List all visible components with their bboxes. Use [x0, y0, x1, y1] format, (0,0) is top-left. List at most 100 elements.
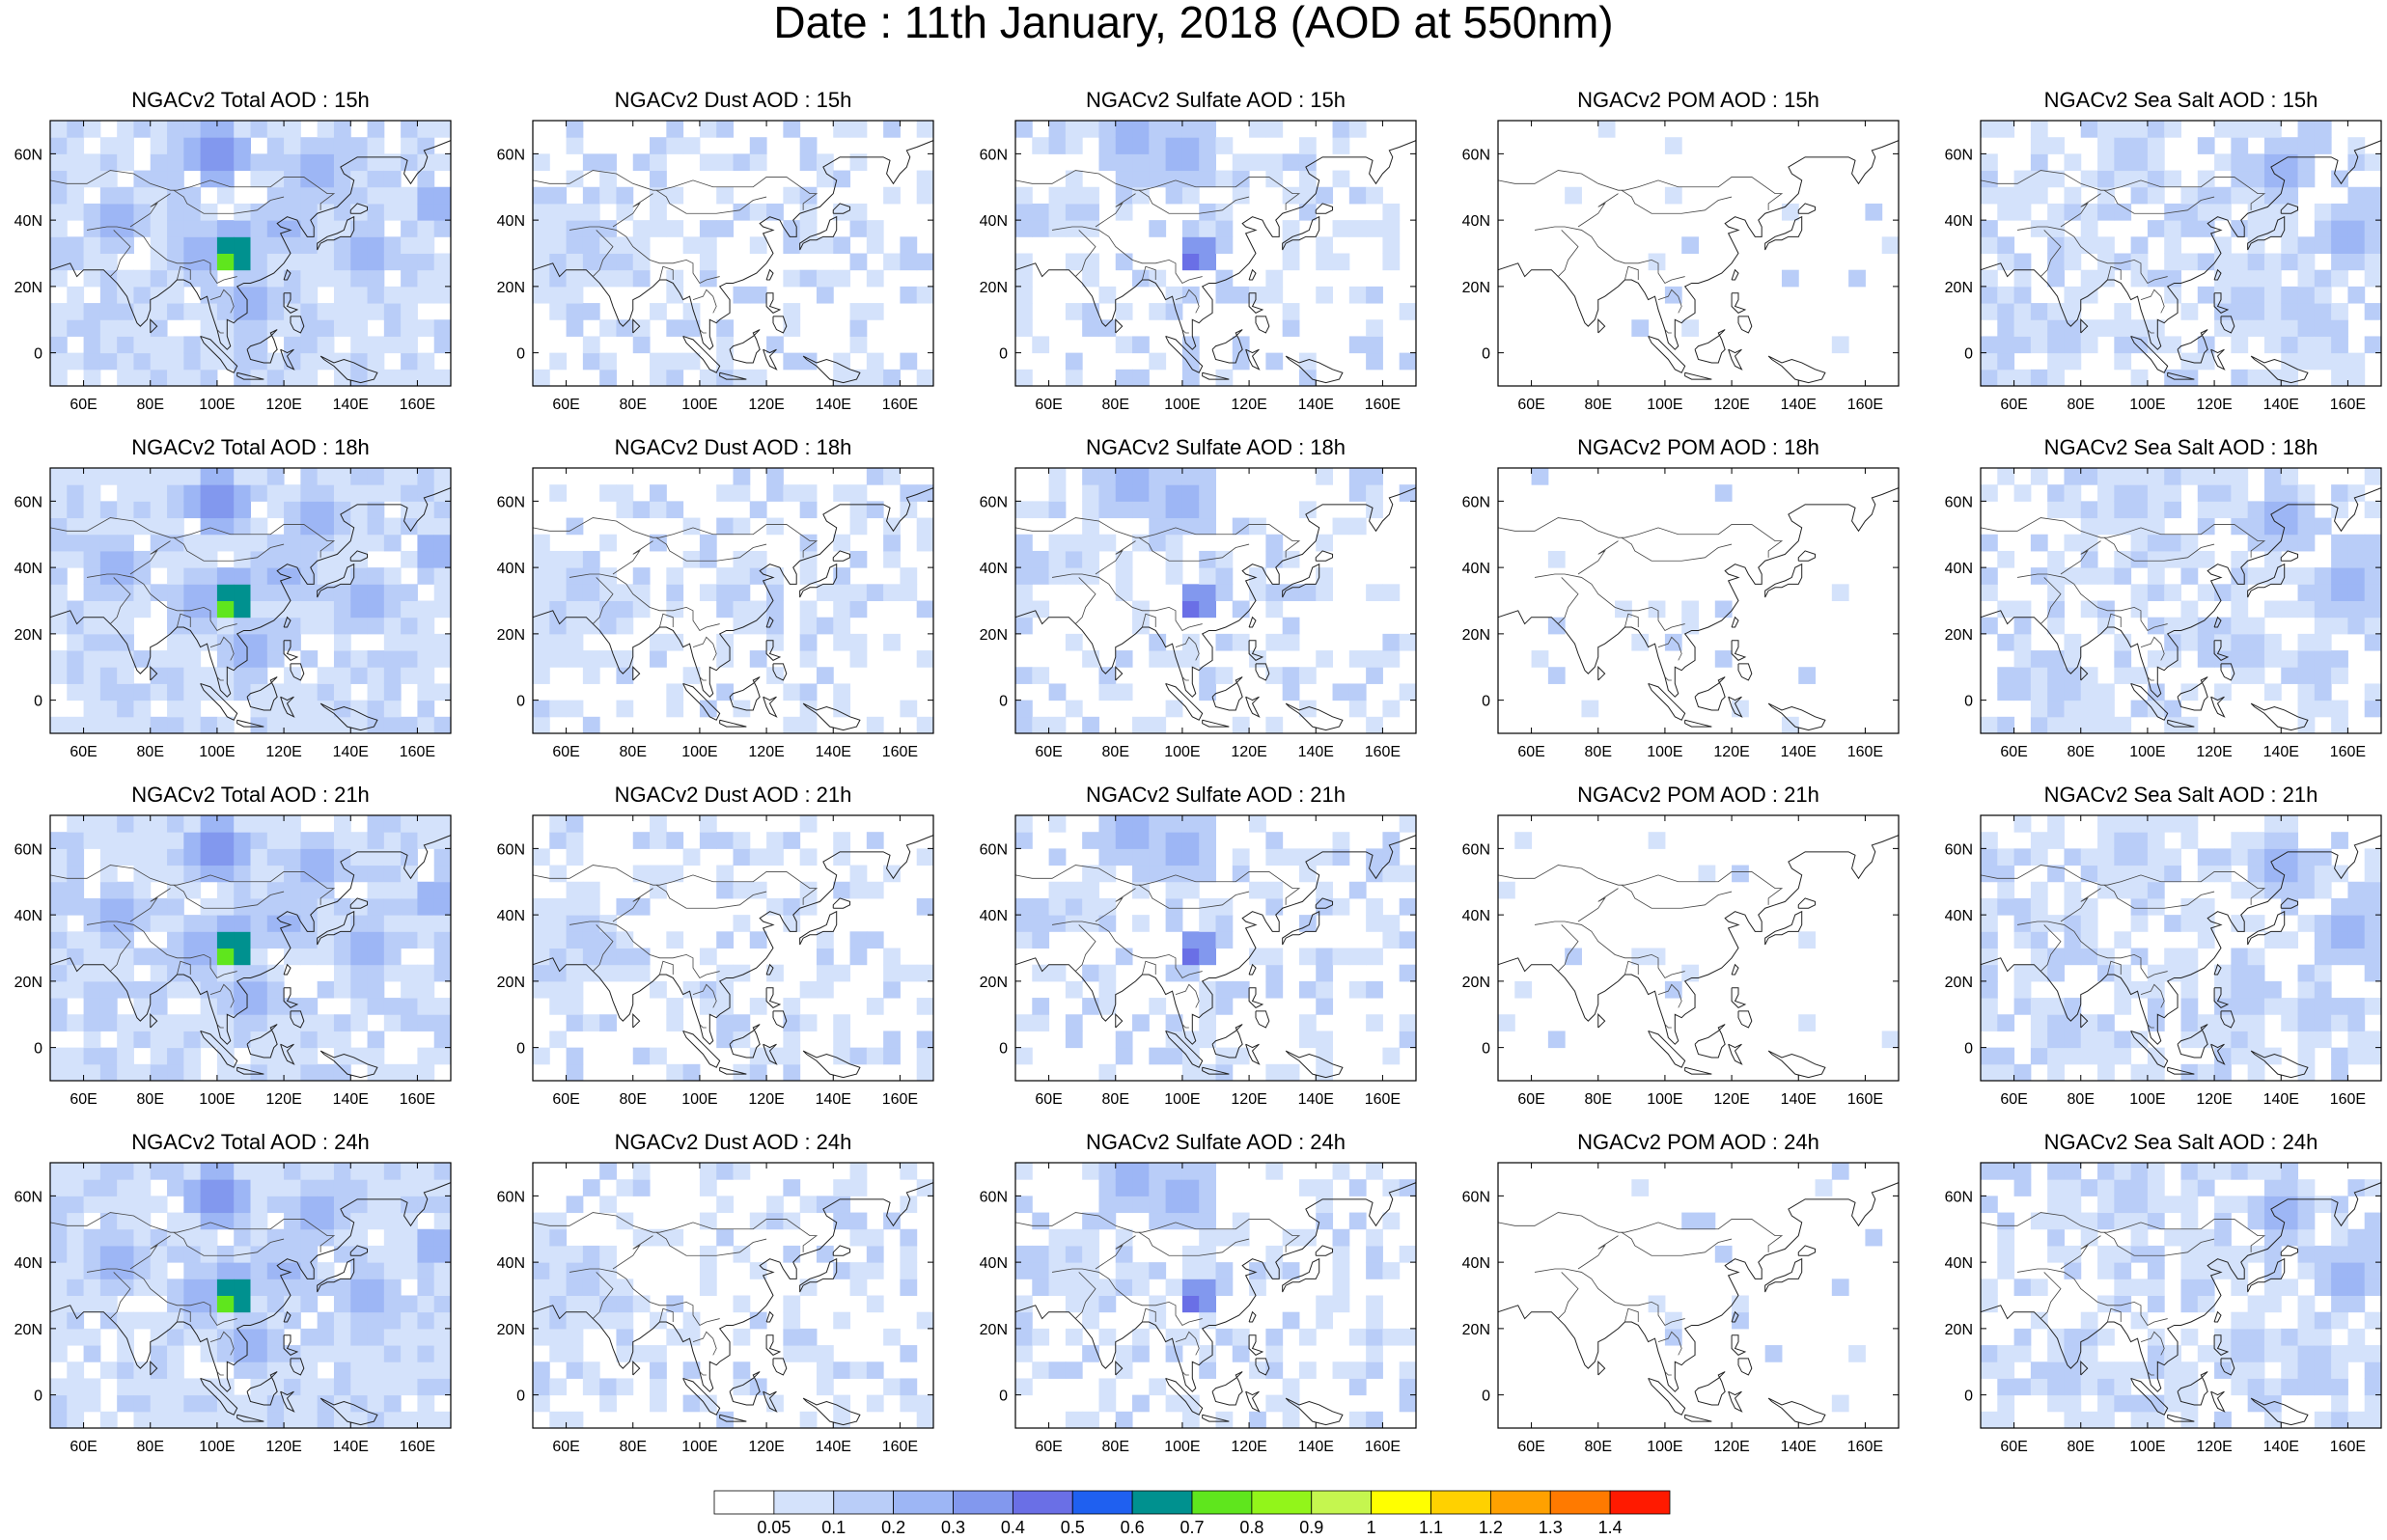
aod-cell	[284, 832, 301, 849]
aod-cell	[1048, 1245, 1067, 1263]
aod-cell	[367, 848, 385, 866]
aod-cell	[2281, 186, 2299, 205]
aod-cell	[2297, 236, 2316, 254]
aod-cell	[2214, 1063, 2232, 1082]
aod-cell	[2263, 1345, 2282, 1362]
aod-cell	[200, 617, 218, 635]
aod-cell	[67, 1295, 85, 1313]
aod-cell	[2064, 468, 2082, 485]
aod-cell	[266, 170, 285, 188]
coastline	[349, 1245, 369, 1256]
aod-cell	[216, 236, 235, 254]
aod-cell	[816, 1378, 834, 1396]
aod-cell	[1199, 236, 1216, 254]
aod-cell	[433, 881, 452, 899]
aod-cell	[1048, 1361, 1067, 1379]
aod-cell	[1399, 1245, 1417, 1263]
aod-cell	[2130, 1311, 2149, 1330]
aod-cell	[1065, 186, 1083, 205]
coastline	[1211, 1024, 1243, 1059]
aod-cell	[67, 1228, 85, 1247]
x-tick-label: 140E	[1298, 744, 1334, 760]
colorbar-svg: 0.05 0.1 0.2 0.3 0.4 0.5 0.6 0.7 0.8 0.9 1 1.1 1.2 1.…	[713, 1490, 1671, 1537]
aod-cell	[799, 617, 818, 635]
aod-cell	[284, 121, 301, 138]
aod-cell	[234, 1295, 251, 1313]
coastline	[1684, 719, 1712, 728]
aod-cell	[1082, 964, 1099, 982]
aod-cell	[2114, 1031, 2132, 1049]
aod-cell	[183, 550, 202, 568]
aod-cell	[533, 667, 550, 684]
aod-cell	[1316, 848, 1334, 866]
aod-cell	[2047, 1047, 2065, 1065]
map-frame	[1497, 467, 1900, 734]
aod-cell	[2364, 1378, 2382, 1396]
aod-cell	[616, 600, 634, 619]
aod-cell	[183, 617, 202, 635]
aod-cell	[433, 848, 452, 866]
aod-cell	[1348, 1328, 1367, 1346]
aod-cell	[333, 153, 351, 172]
aod-cell	[883, 948, 901, 966]
aod-cell	[2047, 584, 2065, 601]
aod-cell	[2097, 186, 2115, 205]
aod-cell	[1165, 897, 1183, 916]
aod-cell	[2263, 1196, 2282, 1214]
aod-cell	[333, 253, 351, 271]
coastline	[1694, 1024, 1726, 1059]
aod-cell	[2030, 137, 2048, 154]
aod-cell	[1098, 848, 1117, 866]
aod-cell	[300, 1212, 319, 1230]
aod-cell	[99, 683, 118, 701]
x-tick-label: 120E	[2196, 397, 2232, 413]
colorbar-swatch	[1489, 1490, 1551, 1515]
aod-cell	[1997, 1378, 2015, 1396]
panel-title: NGACv2 Total AOD : 21h	[131, 783, 370, 807]
aod-cell	[1065, 1411, 1083, 1429]
aod-cell	[300, 1295, 319, 1313]
aod-cell	[833, 881, 851, 899]
aod-cell	[1332, 948, 1350, 966]
aod-cell	[2231, 1047, 2249, 1065]
aod-cell	[2214, 269, 2232, 288]
aod-cell	[783, 716, 801, 734]
aod-cell	[234, 650, 251, 668]
aod-cell	[284, 501, 301, 519]
aod-cell	[1232, 153, 1250, 172]
aod-cell	[250, 948, 268, 966]
map-panel: NGACv2 Total AOD : 18h 60E 80E 100E 120E 140E…	[0, 434, 452, 760]
aod-cell	[783, 121, 801, 138]
aod-cell	[2080, 203, 2098, 221]
aod-cell	[566, 303, 584, 320]
coastline	[2167, 1414, 2195, 1422]
aod-cell	[401, 1245, 418, 1263]
aod-cell	[83, 1345, 101, 1362]
coastline	[283, 616, 291, 628]
aod-cell	[1714, 484, 1733, 502]
aod-cell	[833, 633, 851, 651]
aod-cell	[183, 700, 202, 718]
aod-cell	[300, 1411, 319, 1429]
aod-cell	[883, 253, 901, 271]
aod-cell	[2364, 1047, 2382, 1065]
aod-cell	[2314, 1031, 2332, 1049]
coastline	[1648, 1377, 1686, 1416]
aod-cell	[2331, 832, 2348, 849]
aod-cell	[266, 121, 285, 138]
aod-cell	[1098, 501, 1117, 519]
aod-cell	[849, 1228, 868, 1247]
aod-cell	[183, 931, 202, 949]
aod-cell	[350, 964, 369, 982]
aod-cell	[383, 1245, 402, 1263]
aod-cell	[1149, 1047, 1167, 1065]
aod-cell	[1048, 848, 1067, 866]
aod-cell	[401, 1212, 418, 1230]
aod-cell	[599, 1163, 617, 1180]
aod-cell	[733, 203, 751, 221]
aod-cell	[83, 1328, 101, 1346]
aod-cell	[2164, 948, 2181, 966]
aod-cell	[1181, 501, 1200, 519]
y-tick-label: 0	[34, 1041, 42, 1058]
